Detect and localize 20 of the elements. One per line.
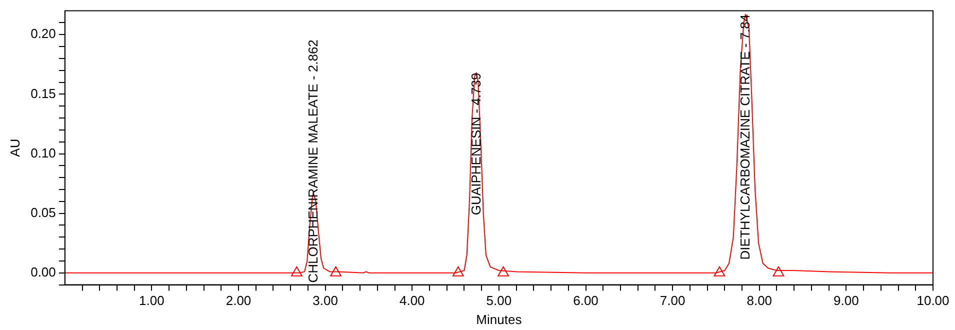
y-tick-label: 0.00 bbox=[30, 264, 56, 280]
x-tick-label: 9.00 bbox=[834, 293, 859, 308]
y-axis-title: AU bbox=[7, 138, 22, 157]
x-axis-title: Minutes bbox=[476, 312, 522, 327]
y-tick-label: 0.15 bbox=[30, 86, 56, 101]
x-tick-label: 8.00 bbox=[746, 293, 772, 308]
x-tick-label: 1.00 bbox=[139, 293, 164, 308]
x-tick-label: 2.00 bbox=[226, 293, 252, 308]
x-tick-label: 5.00 bbox=[486, 293, 512, 308]
y-tick-label: 0.10 bbox=[30, 145, 56, 160]
annotation: DIETHYLCARBOMAZINE CITRATE - 7.84 bbox=[738, 14, 753, 260]
x-tick-label: 4.00 bbox=[399, 293, 425, 308]
x-tick-label: 10.00 bbox=[916, 293, 950, 308]
annotation: CHLORPHENIRAMINE MALEATE - 2.862 bbox=[305, 40, 320, 283]
x-tick-label: 7.00 bbox=[660, 293, 686, 308]
x-tick-label: 3.00 bbox=[312, 293, 338, 308]
x-tick-label: 6.00 bbox=[573, 293, 598, 308]
y-tick-label: 0.20 bbox=[30, 26, 56, 42]
annotation: GUAIPHENESIN - 4.739 bbox=[468, 72, 484, 216]
y-tick-label: 0.05 bbox=[30, 204, 56, 220]
